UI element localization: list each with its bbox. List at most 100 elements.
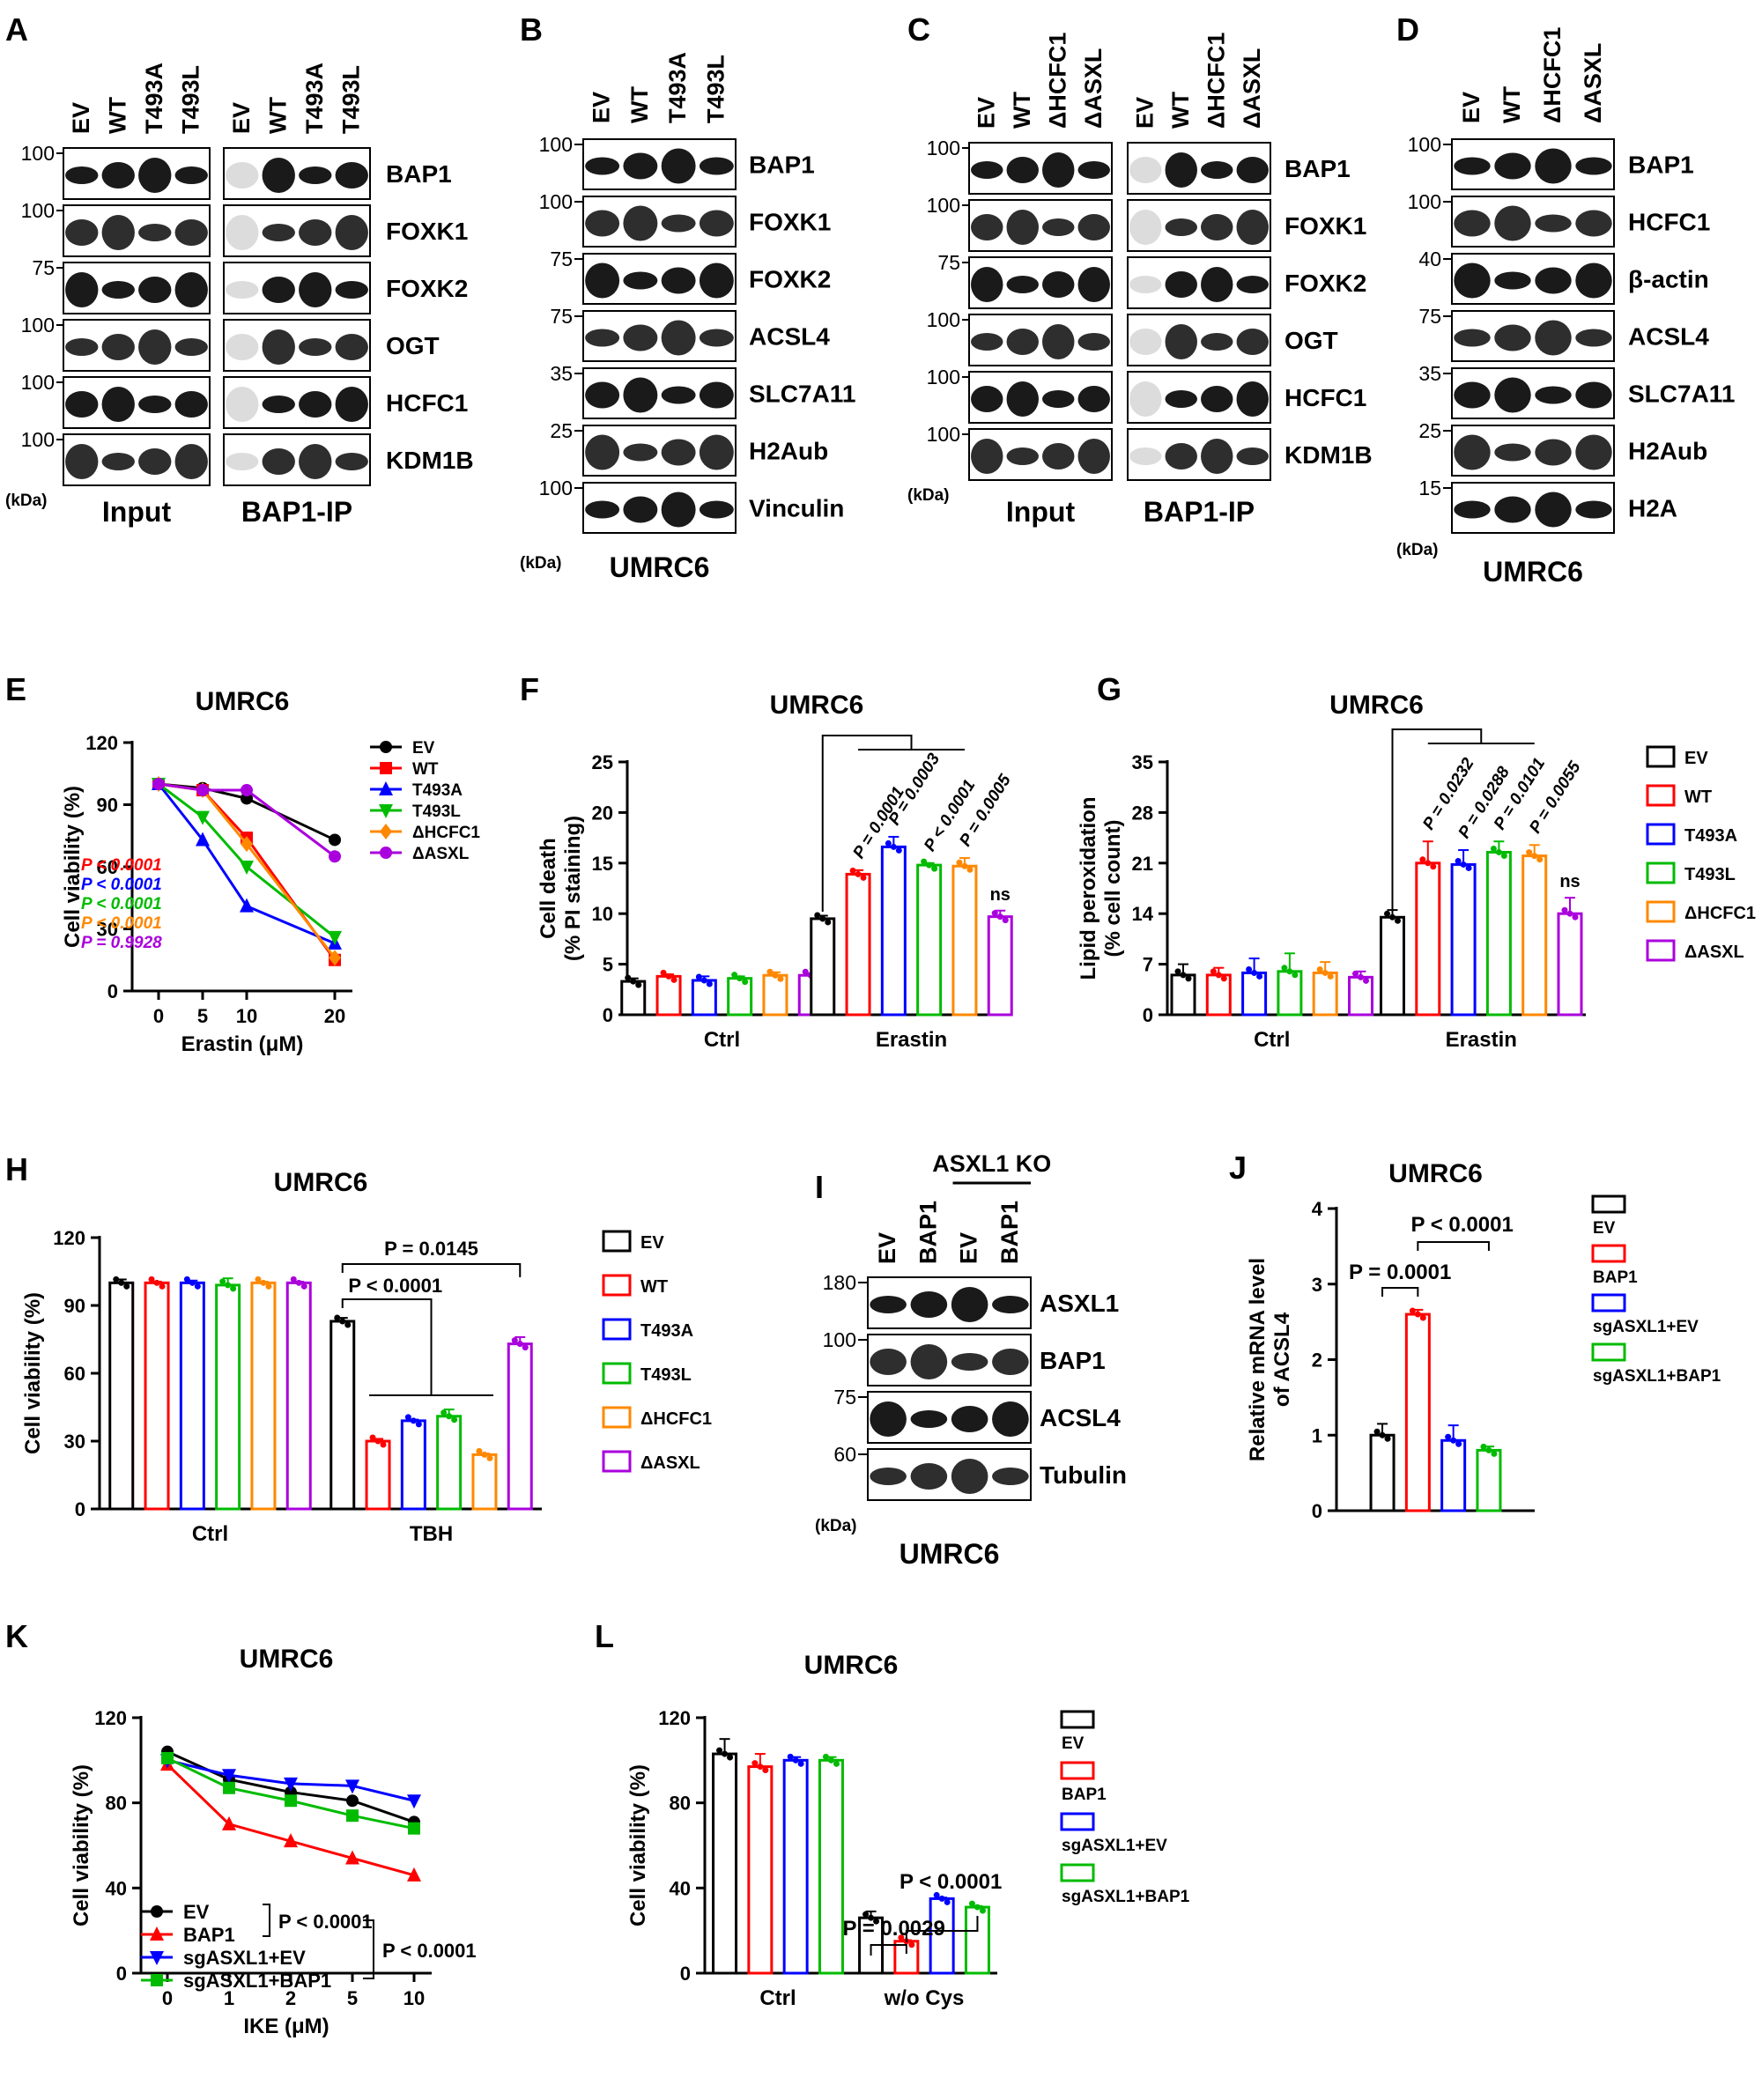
panel-letter: J	[1229, 1150, 1247, 1186]
data-point	[196, 832, 210, 847]
y-tick-label: 5	[603, 954, 613, 976]
band	[65, 338, 99, 356]
data-dot	[1384, 910, 1390, 917]
bar-bap1	[747, 1765, 774, 1975]
band-label: FOXK2	[386, 275, 468, 302]
bar-t493l	[1485, 851, 1512, 1017]
band	[1454, 500, 1491, 519]
x-category-label: TBH	[410, 1522, 453, 1546]
y-tick-label: 1	[1312, 1424, 1322, 1446]
data-dot	[219, 1278, 226, 1285]
data-dot	[1180, 972, 1187, 979]
mw-marker: 40	[1418, 248, 1441, 270]
cell-line-label: UMRC6	[610, 551, 710, 583]
band-label: H2Aub	[1628, 438, 1707, 465]
band	[1201, 161, 1233, 179]
y-axis-label: Lipid peroxidation	[1077, 797, 1100, 980]
legend-swatch	[602, 1230, 632, 1253]
data-point	[284, 1777, 298, 1792]
band	[1042, 218, 1075, 236]
y-tick-label: 0	[1143, 1004, 1153, 1026]
mw-marker: 100	[21, 428, 55, 451]
data-dot	[1536, 856, 1544, 863]
mw-marker: 100	[927, 137, 960, 159]
lane-label: ΔASXL	[1239, 48, 1265, 129]
legend-marker	[380, 741, 392, 753]
band	[585, 500, 620, 519]
data-dot	[825, 919, 832, 926]
legend-swatch	[602, 1450, 632, 1473]
band	[1535, 492, 1572, 528]
data-dot	[1210, 968, 1217, 975]
data-point	[196, 810, 210, 825]
band	[1077, 439, 1110, 474]
ns-label: ns	[1559, 872, 1580, 891]
data-dot	[873, 1918, 880, 1925]
bar-t493l	[1277, 970, 1303, 1017]
mw-marker: 75	[32, 256, 55, 279]
x-category-label: Erastin	[876, 1028, 947, 1052]
y-axis-label: Cell viability (%)	[70, 1764, 93, 1926]
chart-j: J UMRC6 0 1 2 3 4 Relative mRNA level of ACSL4 P …	[1229, 1150, 1721, 1522]
band	[174, 272, 208, 307]
y-tick-label: 28	[1132, 802, 1153, 824]
bar-t493a	[400, 1419, 426, 1511]
data-dot	[926, 861, 933, 869]
legend-swatch	[602, 1406, 632, 1429]
data-dot	[1430, 863, 1437, 870]
band	[1129, 381, 1162, 417]
band	[1236, 157, 1269, 183]
legend-label: WT	[1684, 788, 1712, 807]
band	[1575, 500, 1612, 519]
bar-t493l	[436, 1415, 463, 1511]
data-dot	[1491, 1450, 1498, 1457]
data-dot	[1373, 1428, 1381, 1435]
legend-label: EV	[640, 1233, 664, 1253]
data-dot	[961, 862, 968, 869]
legend-label: BAP1	[1062, 1786, 1107, 1804]
legend-label: sgASXL1+BAP1	[183, 1970, 331, 1992]
legend-label: sgASXL1+BAP1	[1593, 1367, 1721, 1386]
legend-label: EV	[183, 1901, 210, 1923]
legend-label: EV	[1684, 749, 1708, 768]
bar-dasxl	[507, 1342, 533, 1511]
lane-label: EV	[874, 1232, 900, 1264]
significance-bracket	[821, 735, 913, 912]
significance-bracket	[1391, 728, 1483, 911]
x-tick-label: 2	[285, 1987, 296, 2009]
band	[661, 320, 696, 356]
band	[1454, 434, 1491, 470]
lane-label: WT	[626, 86, 653, 123]
data-dot	[300, 1283, 307, 1290]
band	[971, 333, 1003, 351]
data-dot	[1215, 972, 1222, 979]
data-dot	[670, 976, 677, 983]
band	[661, 214, 696, 233]
bar-wt	[1415, 861, 1441, 1017]
band	[1129, 276, 1162, 293]
data-dot	[695, 973, 702, 980]
band	[951, 1406, 988, 1432]
data-dot	[1480, 1443, 1487, 1450]
band	[951, 1287, 988, 1322]
mw-marker: 180	[823, 1271, 856, 1294]
band	[1042, 152, 1075, 188]
band-label: OGT	[386, 332, 440, 359]
data-dot	[868, 1914, 875, 1921]
band	[1535, 214, 1572, 233]
blot-panel-d: D EV WT ΔHCFC1 ΔASXL BAP1 100 HCFC1 100 β-actin 40…	[1396, 11, 1735, 588]
data-dot	[295, 1279, 302, 1286]
mw-marker: 100	[927, 194, 960, 217]
band	[262, 329, 295, 365]
band	[699, 210, 734, 237]
band	[1236, 210, 1269, 245]
data-dot	[751, 1760, 759, 1767]
band-label: ACSL4	[749, 323, 830, 351]
x-axis-label: IKE (μM)	[243, 2015, 329, 2038]
band	[1494, 496, 1531, 523]
data-dot	[772, 972, 779, 979]
data-dot	[1455, 1440, 1462, 1447]
band	[138, 396, 172, 413]
bar-t493a	[691, 979, 717, 1017]
band	[971, 267, 1003, 302]
